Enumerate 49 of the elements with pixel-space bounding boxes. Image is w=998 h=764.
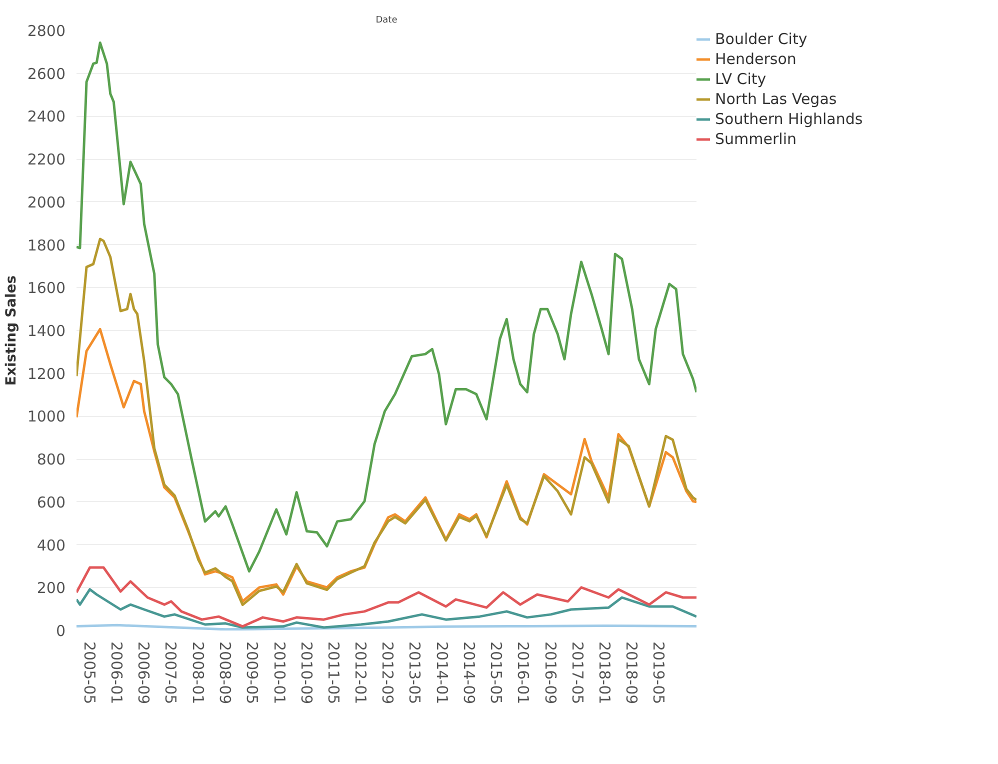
y-tick-label: 2200 [27, 150, 66, 169]
y-tick-label: 1200 [27, 364, 66, 383]
line-series [76, 588, 696, 629]
x-tick-label: 2018-01 [596, 642, 614, 704]
x-tick-label: 2018-09 [622, 642, 641, 704]
x-tick-label: 2016-01 [514, 642, 532, 704]
y-tick-label: 2400 [27, 108, 66, 126]
y-axis-title: Existing Sales [3, 275, 20, 386]
y-tick-label: 1400 [27, 322, 66, 340]
x-tick-label: 2016-09 [541, 642, 560, 704]
x-tick-label: 2012-09 [378, 642, 397, 704]
legend-label: North Las Vegas [715, 90, 837, 108]
x-tick-label: 2012-01 [352, 642, 370, 704]
line-series [76, 238, 696, 606]
x-tick-label: 2017-05 [568, 642, 586, 704]
x-tick-label: 2014-01 [432, 642, 451, 704]
y-tick-label: 1000 [27, 408, 66, 426]
y-tick-label: 600 [36, 493, 66, 512]
x-tick-label: 2019-05 [650, 642, 668, 704]
legend-label: Boulder City [715, 30, 808, 48]
x-tick-label: 2015-05 [486, 642, 505, 704]
y-tick-label: 2600 [27, 64, 66, 83]
y-tick-label: 0 [56, 622, 66, 640]
line-series [76, 41, 696, 573]
x-tick-label: 2008-01 [188, 642, 207, 704]
y-tick-label: 400 [36, 536, 66, 554]
x-tick-label: 2007-05 [162, 642, 180, 704]
x-tick-label: 2013-05 [406, 642, 424, 704]
x-tick-label: 2014-09 [460, 642, 478, 704]
line-series [76, 566, 696, 628]
y-tick-label: 200 [36, 579, 66, 598]
x-axis-title: Date [376, 16, 398, 26]
x-tick-label: 2010-09 [297, 642, 316, 704]
legend-label: LV City [715, 70, 766, 88]
legend-label: Summerlin [715, 130, 796, 148]
x-tick-label: 2005-05 [80, 642, 98, 704]
y-tick-label: 2000 [27, 193, 66, 212]
legend-label: Southern Highlands [715, 110, 863, 128]
y-tick-label: 2800 [27, 22, 66, 40]
x-tick-label: 2010-01 [270, 642, 288, 704]
y-tick-label: 1600 [27, 279, 66, 298]
x-tick-label: 2006-01 [108, 642, 126, 704]
x-tick-label: 2009-05 [243, 642, 262, 704]
x-tick-label: 2006-09 [134, 642, 153, 704]
y-tick-label: 1800 [27, 236, 66, 254]
x-tick-label: 2011-05 [324, 642, 342, 704]
y-tick-label: 800 [36, 450, 66, 469]
x-tick-label: 2008-09 [216, 642, 234, 704]
legend-label: Henderson [715, 50, 796, 68]
